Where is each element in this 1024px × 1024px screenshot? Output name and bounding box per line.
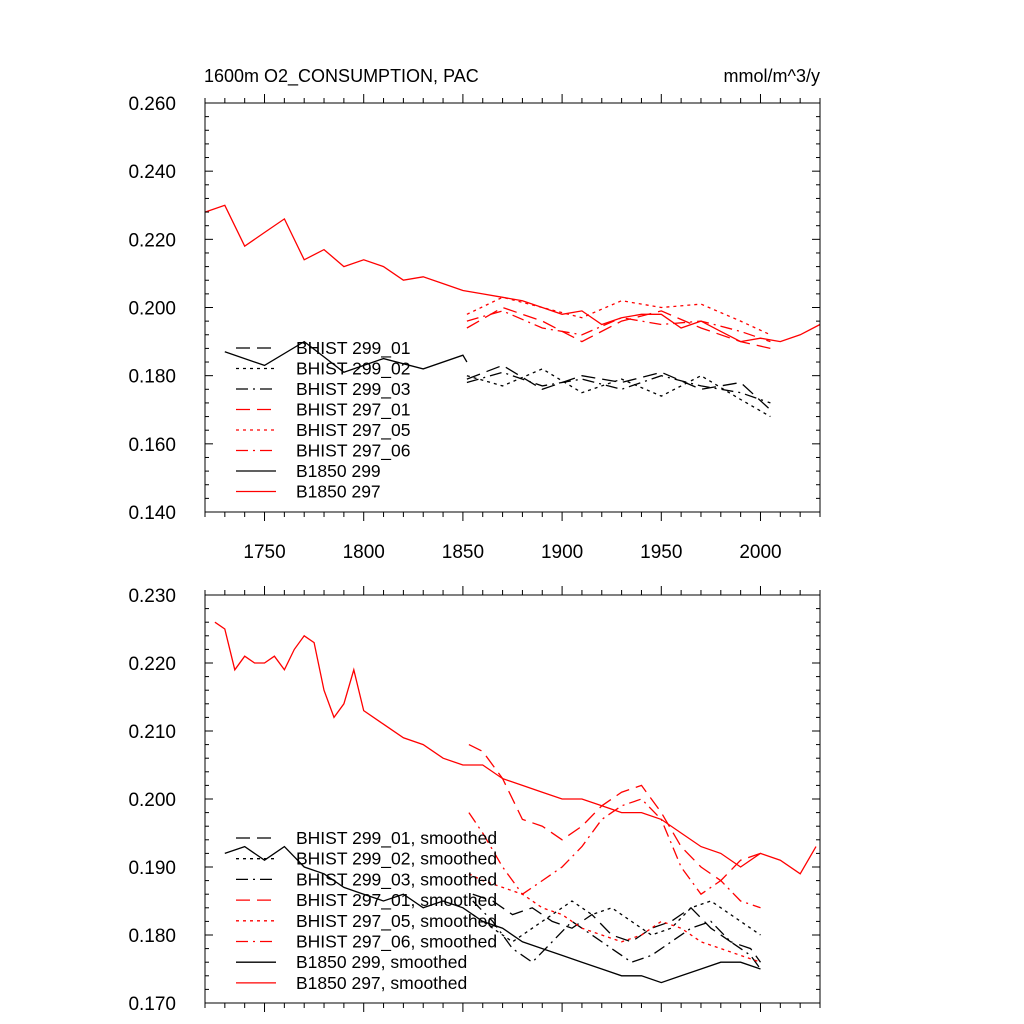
legend-label-7: B1850 299: [296, 461, 381, 481]
x-tick-label: 1900: [541, 542, 583, 563]
y-tick-label: 0.220: [128, 230, 176, 251]
legend-label-2: BHIST 299_02, smoothed: [296, 849, 497, 870]
bottom-series-group: [214, 621, 817, 984]
y-tick-label: 0.190: [128, 858, 176, 879]
x-tick-label: 1850: [442, 542, 484, 563]
chart-title: 1600m O2_CONSUMPTION, PAC: [204, 66, 479, 87]
series-line-6: [468, 798, 761, 909]
series-line-1: [466, 364, 771, 411]
series-line-5: [468, 873, 761, 963]
bottom-panel: 0.170 0.180 0.190 0.200 0.210 0.220 0.230 BHIS…: [128, 586, 821, 1015]
legend-label-8: B1850 297: [296, 482, 381, 502]
x-tick-label: 2000: [739, 542, 781, 563]
legend-label-8: B1850 297, smoothed: [296, 973, 467, 993]
x-tick-label: 1950: [640, 542, 682, 563]
series-line-8: [204, 204, 821, 343]
y-tick-label: 0.220: [128, 654, 176, 675]
y-tick-label: 0.170: [128, 994, 176, 1015]
legend-label-5: BHIST 297_05: [296, 420, 410, 441]
series-line-1: [472, 893, 762, 963]
series-line-2: [466, 368, 771, 418]
legend-label-1: BHIST 299_01, smoothed: [296, 828, 497, 849]
series-line-4: [468, 744, 761, 882]
y-tick-label: 0.200: [128, 790, 176, 811]
series-line-5: [466, 296, 771, 336]
series-line-6: [466, 310, 771, 343]
y-tick-label: 0.230: [128, 586, 176, 607]
bottom-axes: 0.170 0.180 0.190 0.200 0.210 0.220 0.230: [128, 586, 821, 1015]
series-line-4: [466, 306, 771, 350]
series-line-3: [472, 900, 762, 970]
y-tick-label: 0.180: [128, 367, 176, 388]
y-tick-label: 0.180: [128, 926, 176, 947]
legend-label-7: B1850 299, smoothed: [296, 952, 467, 972]
y-tick-label: 0.240: [128, 162, 176, 183]
series-line-3: [466, 371, 771, 404]
top-series-group: [204, 204, 821, 418]
legend-label-6: BHIST 297_06, smoothed: [296, 932, 497, 953]
legend-label-4: BHIST 297_01, smoothed: [296, 890, 497, 911]
legend-label-4: BHIST 297_01: [296, 400, 410, 421]
y-tick-label: 0.140: [128, 503, 176, 524]
y-tick-label: 0.260: [128, 94, 176, 115]
series-line-8: [214, 621, 817, 875]
series-line-7: [224, 340, 468, 374]
legend-label-6: BHIST 297_06: [296, 441, 410, 462]
series-line-2: [472, 900, 761, 943]
units-label: mmol/m^3/y: [724, 66, 820, 86]
x-tick-label: 1800: [343, 542, 385, 563]
legend-label-1: BHIST 299_01: [296, 338, 410, 359]
top-axes: 0.140 0.160 0.180 0.200 0.220 0.240 0.260 1750 1…: [128, 94, 821, 563]
legend-label-3: BHIST 299_03: [296, 379, 410, 400]
x-tick-label: 1750: [243, 542, 285, 563]
legend-label-2: BHIST 299_02: [296, 359, 410, 380]
y-tick-label: 0.210: [128, 722, 176, 743]
legend-label-5: BHIST 297_05, smoothed: [296, 911, 497, 932]
legend-label-3: BHIST 299_03, smoothed: [296, 869, 497, 890]
top-panel: 1600m O2_CONSUMPTION, PAC mmol/m^3/y 0.1…: [128, 66, 821, 563]
series-line-7: [224, 845, 761, 984]
y-tick-label: 0.160: [128, 435, 176, 456]
y-tick-label: 0.200: [128, 299, 176, 320]
